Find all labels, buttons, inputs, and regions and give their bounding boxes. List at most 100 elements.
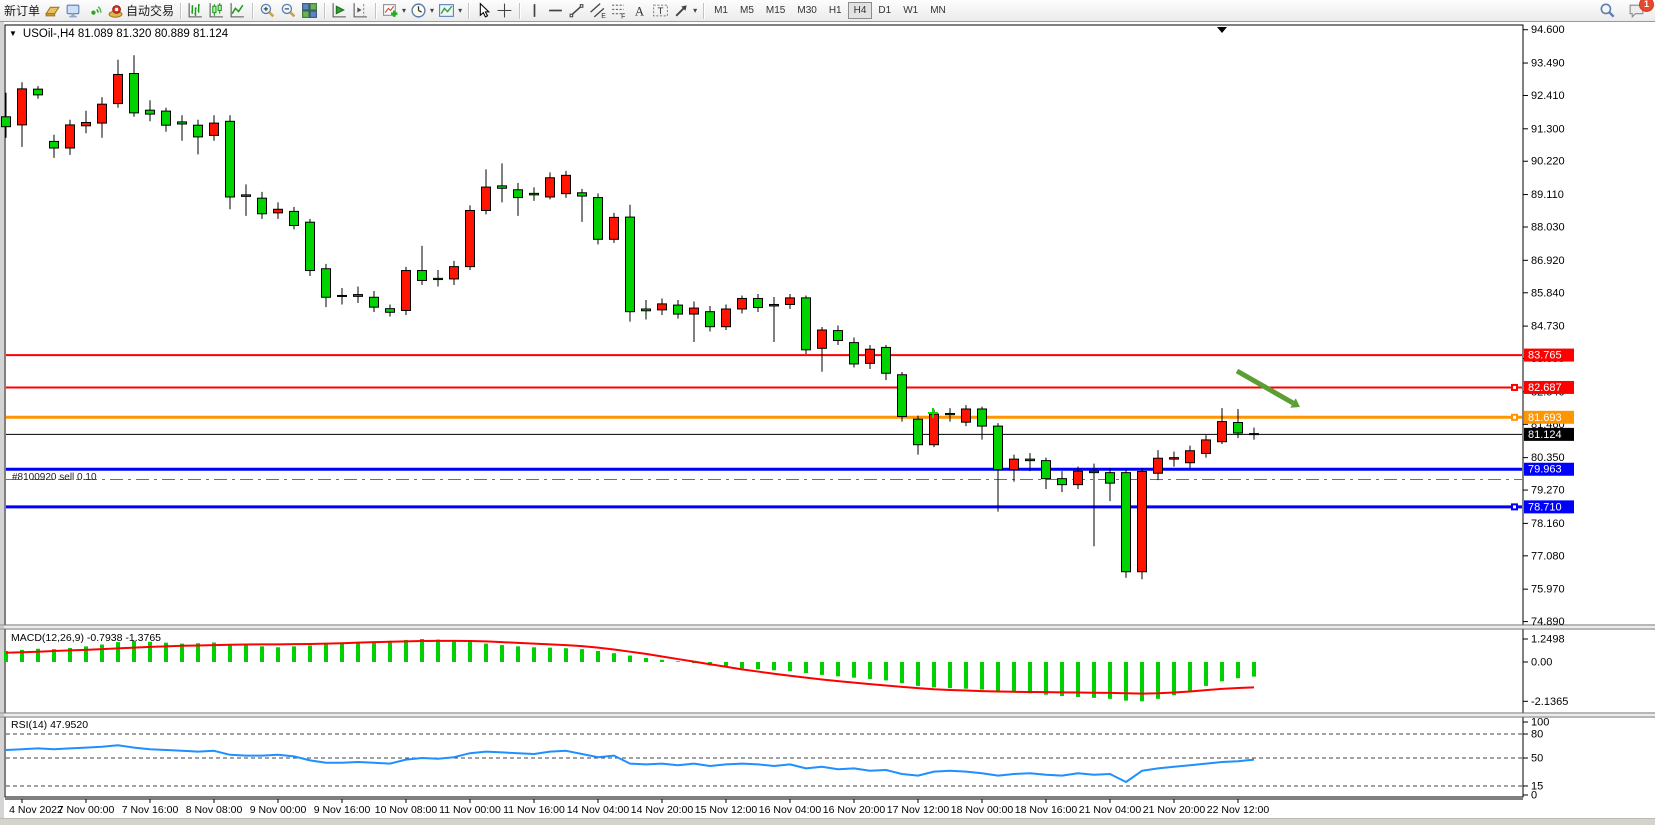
search-button[interactable] [1597, 1, 1618, 21]
price-badge-82.687: 82.687 [1524, 380, 1574, 394]
periods-button[interactable]: ▾ [408, 1, 436, 21]
zoom-out-button[interactable] [278, 1, 299, 21]
channel-button[interactable]: E [587, 1, 608, 21]
window-bottom-edge [0, 818, 1655, 825]
trend-arrow-object[interactable] [1235, 368, 1295, 406]
chart-shift-marker[interactable] [1217, 27, 1227, 33]
terminal-button[interactable] [63, 1, 84, 21]
monitor-icon [65, 2, 82, 19]
trend-arrow-head [1290, 398, 1300, 408]
svg-text:79.270: 79.270 [1531, 485, 1565, 497]
svg-text:81.693: 81.693 [1528, 412, 1562, 424]
bar-chart-icon [187, 2, 204, 19]
svg-text:80.350: 80.350 [1531, 452, 1565, 464]
fibonacci-icon: F [610, 2, 627, 19]
timeframe-m30-button[interactable]: M30 [797, 5, 817, 16]
svg-text:11 Nov 00:00: 11 Nov 00:00 [439, 804, 501, 816]
tile-windows-button[interactable] [299, 1, 320, 21]
svg-text:21 Nov 20:00: 21 Nov 20:00 [1143, 804, 1206, 816]
svg-text:11 Nov 16:00: 11 Nov 16:00 [503, 804, 565, 816]
svg-text:89.110: 89.110 [1531, 189, 1564, 201]
dropdown-caret-icon[interactable]: ▾ [402, 6, 407, 15]
cursor-icon [475, 2, 492, 19]
timeframe-m1-button[interactable]: M1 [714, 5, 728, 16]
timeframe-h1-button[interactable]: H1 [828, 5, 842, 16]
search-icon [1599, 2, 1616, 19]
dropdown-caret-icon[interactable]: ▾ [458, 6, 463, 15]
auto-scroll-icon [331, 2, 348, 19]
template-icon [438, 2, 455, 19]
svg-text:14 Nov 04:00: 14 Nov 04:00 [567, 804, 630, 816]
toolbar-separator [468, 2, 470, 19]
timeframe-m15-button[interactable]: M15 [765, 5, 786, 16]
toolbar-separator [324, 2, 326, 19]
macd-axis[interactable]: 1.2498 0.00 -2.1365 [1523, 634, 1568, 708]
main-toolbar: 新订单 自动交易 ▾ ▾ ▾ E F A T ▾ M1 M5 M15 M30 H1 H4 D1 W1 MN 1 [0, 0, 1655, 22]
toolbar-separator [519, 2, 521, 19]
text-a-icon: A [631, 2, 648, 19]
line-chart-button[interactable] [227, 1, 248, 21]
svg-text:85.840: 85.840 [1531, 287, 1565, 299]
price-badge-83.765: 83.765 [1524, 348, 1574, 362]
crosshair-button[interactable] [494, 1, 515, 21]
svg-text:94.600: 94.600 [1531, 24, 1565, 36]
svg-text:E: E [601, 13, 606, 19]
panel-border [4, 716, 1524, 798]
hline-81.693[interactable] [6, 413, 1522, 421]
hline-78.71[interactable] [6, 503, 1522, 511]
svg-text:78.160: 78.160 [1531, 518, 1565, 530]
candle-chart-button[interactable] [206, 1, 227, 21]
zoom-in-button[interactable] [257, 1, 278, 21]
timeframe-mn-button[interactable]: MN [930, 5, 946, 16]
timeframe-w1-button[interactable]: W1 [903, 5, 919, 16]
svg-text:83.765: 83.765 [1528, 350, 1562, 362]
auto-scroll-button[interactable] [329, 1, 350, 21]
new-order-button[interactable]: 新订单 [4, 4, 41, 18]
svg-text:18 Nov 16:00: 18 Nov 16:00 [1015, 804, 1078, 816]
gold-bar-icon [44, 2, 61, 19]
timeframe-d1-button[interactable]: D1 [878, 5, 892, 16]
svg-text:-2.1365: -2.1365 [1531, 696, 1568, 708]
svg-text:91.300: 91.300 [1531, 123, 1565, 135]
text-label-button[interactable]: T [650, 1, 671, 21]
indicators-button[interactable]: ▾ [380, 1, 408, 21]
timeframe-m5-button[interactable]: M5 [740, 5, 754, 16]
cursor-button[interactable] [473, 1, 494, 21]
chart-shift-icon [352, 2, 369, 19]
notifications-button[interactable]: 1 [1626, 0, 1654, 21]
panel-border [4, 24, 1524, 626]
svg-text:1.2498: 1.2498 [1531, 634, 1565, 646]
svg-text:22 Nov 12:00: 22 Nov 12:00 [1207, 804, 1270, 816]
templates-button[interactable]: ▾ [436, 1, 464, 21]
svg-text:15 Nov 12:00: 15 Nov 12:00 [695, 804, 758, 816]
svg-text:78.710: 78.710 [1528, 501, 1562, 513]
price-badge-78.710: 78.710 [1524, 500, 1574, 514]
toolbar-separator [180, 2, 182, 19]
text-button[interactable]: A [629, 1, 650, 21]
fibonacci-button[interactable]: F [608, 1, 629, 21]
svg-text:84.730: 84.730 [1531, 321, 1565, 333]
timeframe-h4-button[interactable]: H4 [847, 2, 873, 19]
chart-shift-button[interactable] [350, 1, 371, 21]
vertical-line-button[interactable] [524, 1, 545, 21]
signal-icon [86, 2, 103, 19]
bar-chart-button[interactable] [185, 1, 206, 21]
new-chart-button[interactable] [42, 1, 63, 21]
trendline-button[interactable] [566, 1, 587, 21]
chart-area[interactable]: 94.600 93.490 92.410 91.300 90.220 89.110 88.0… [0, 22, 1655, 824]
svg-text:15: 15 [1531, 781, 1543, 793]
dropdown-caret-icon[interactable]: ▾ [693, 6, 698, 15]
svg-text:100: 100 [1531, 717, 1549, 729]
trendline-icon [568, 2, 585, 19]
svg-text:80: 80 [1531, 729, 1543, 741]
shapes-button[interactable]: ▾ [671, 1, 699, 21]
signal-button[interactable] [84, 1, 105, 21]
dropdown-caret-icon[interactable]: ▾ [430, 6, 435, 15]
autotrade-button[interactable]: 自动交易 [105, 1, 176, 21]
svg-text:77.080: 77.080 [1531, 550, 1565, 562]
autotrade-icon [107, 2, 124, 19]
horizontal-line-button[interactable] [545, 1, 566, 21]
